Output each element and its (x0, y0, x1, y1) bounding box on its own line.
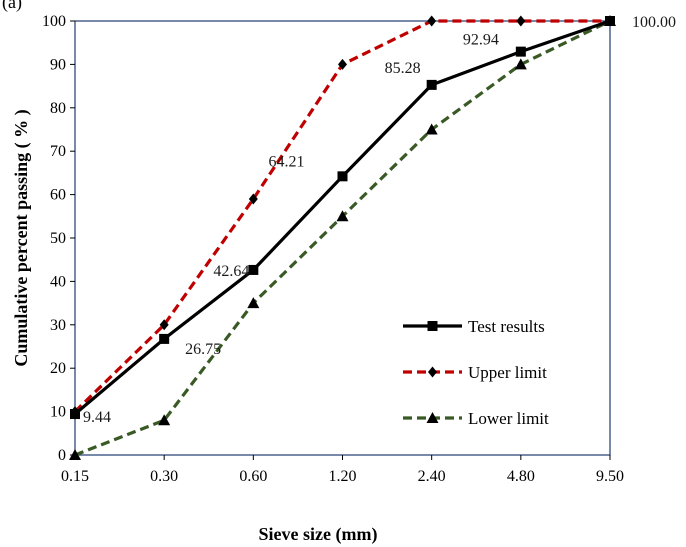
series-lines (69, 15, 616, 460)
y-tick-label: 80 (50, 100, 66, 117)
legend: Test results Upper limit Lower limit (403, 317, 549, 428)
legend-marker (428, 366, 437, 378)
plot-area-border (74, 20, 611, 456)
y-tick-label: 60 (50, 187, 66, 204)
x-tick-label: 9.50 (596, 468, 624, 485)
x-tick-label: 0.60 (239, 468, 267, 485)
data-point-lower-limit (69, 449, 81, 460)
data-point-upper-limit (338, 58, 347, 70)
x-tick-label: 1.20 (329, 468, 357, 485)
x-tick-label: 2.40 (418, 468, 446, 485)
data-point-test-results (70, 409, 80, 420)
panel-label: (a) (2, 0, 22, 13)
y-tick-label: 100 (42, 13, 66, 30)
legend-label: Lower limit (468, 409, 549, 428)
y-tick-label: 30 (50, 317, 66, 334)
y-tick-label: 20 (50, 360, 66, 377)
y-tick-label: 90 (50, 56, 66, 73)
data-label: 85.28 (385, 60, 421, 77)
legend-marker (427, 321, 438, 331)
y-tick-label: 70 (50, 143, 66, 160)
data-point-test-results (605, 16, 615, 26)
legend-label: Upper limit (468, 363, 547, 382)
x-tick-label: 0.30 (150, 468, 178, 485)
data-label: 42.64 (213, 263, 249, 280)
y-tick-label: 10 (50, 404, 66, 421)
y-tick-label: 50 (50, 230, 66, 247)
data-point-test-results (159, 333, 170, 344)
data-point-upper-limit (248, 193, 258, 205)
data-point-lower-limit (247, 297, 260, 309)
data-point-upper-limit (516, 15, 526, 27)
legend-marker (426, 412, 439, 423)
data-point-upper-limit (159, 319, 169, 331)
data-label: 92.94 (463, 32, 499, 49)
data-point-test-results (337, 171, 348, 182)
series-line-lower-limit (74, 19, 611, 457)
data-label: 64.21 (269, 153, 305, 170)
y-tick-label: 40 (50, 273, 66, 290)
data-point-lower-limit (336, 210, 349, 222)
data-point-lower-limit (158, 414, 171, 426)
data-point-upper-limit (427, 15, 437, 27)
data-point-test-results (515, 46, 526, 57)
data-label: 26.75 (185, 341, 221, 358)
x-tick-label: 0.15 (61, 468, 89, 485)
data-label: 9.44 (83, 409, 111, 426)
x-axis-title: Sieve size (mm) (259, 524, 378, 545)
legend-label: Test results (468, 317, 545, 336)
y-axis-title: Cumulative percent passing ( % ) (11, 109, 32, 366)
y-tick-label: 0 (58, 447, 66, 464)
x-tick-label: 4.80 (507, 468, 535, 485)
data-point-lower-limit (514, 58, 527, 70)
data-point-lower-limit (425, 123, 438, 135)
data-label: 100.00 (632, 14, 676, 31)
data-point-test-results (248, 264, 259, 275)
axis-ticks: 0 10 20 30 40 50 60 70 80 90 100 0.15 0.30 0.60 1.20 2.… (42, 13, 624, 485)
data-labels: 9.44 26.75 42.64 64.21 85.28 92.94 100.00 (83, 14, 676, 426)
data-point-test-results (426, 79, 437, 90)
